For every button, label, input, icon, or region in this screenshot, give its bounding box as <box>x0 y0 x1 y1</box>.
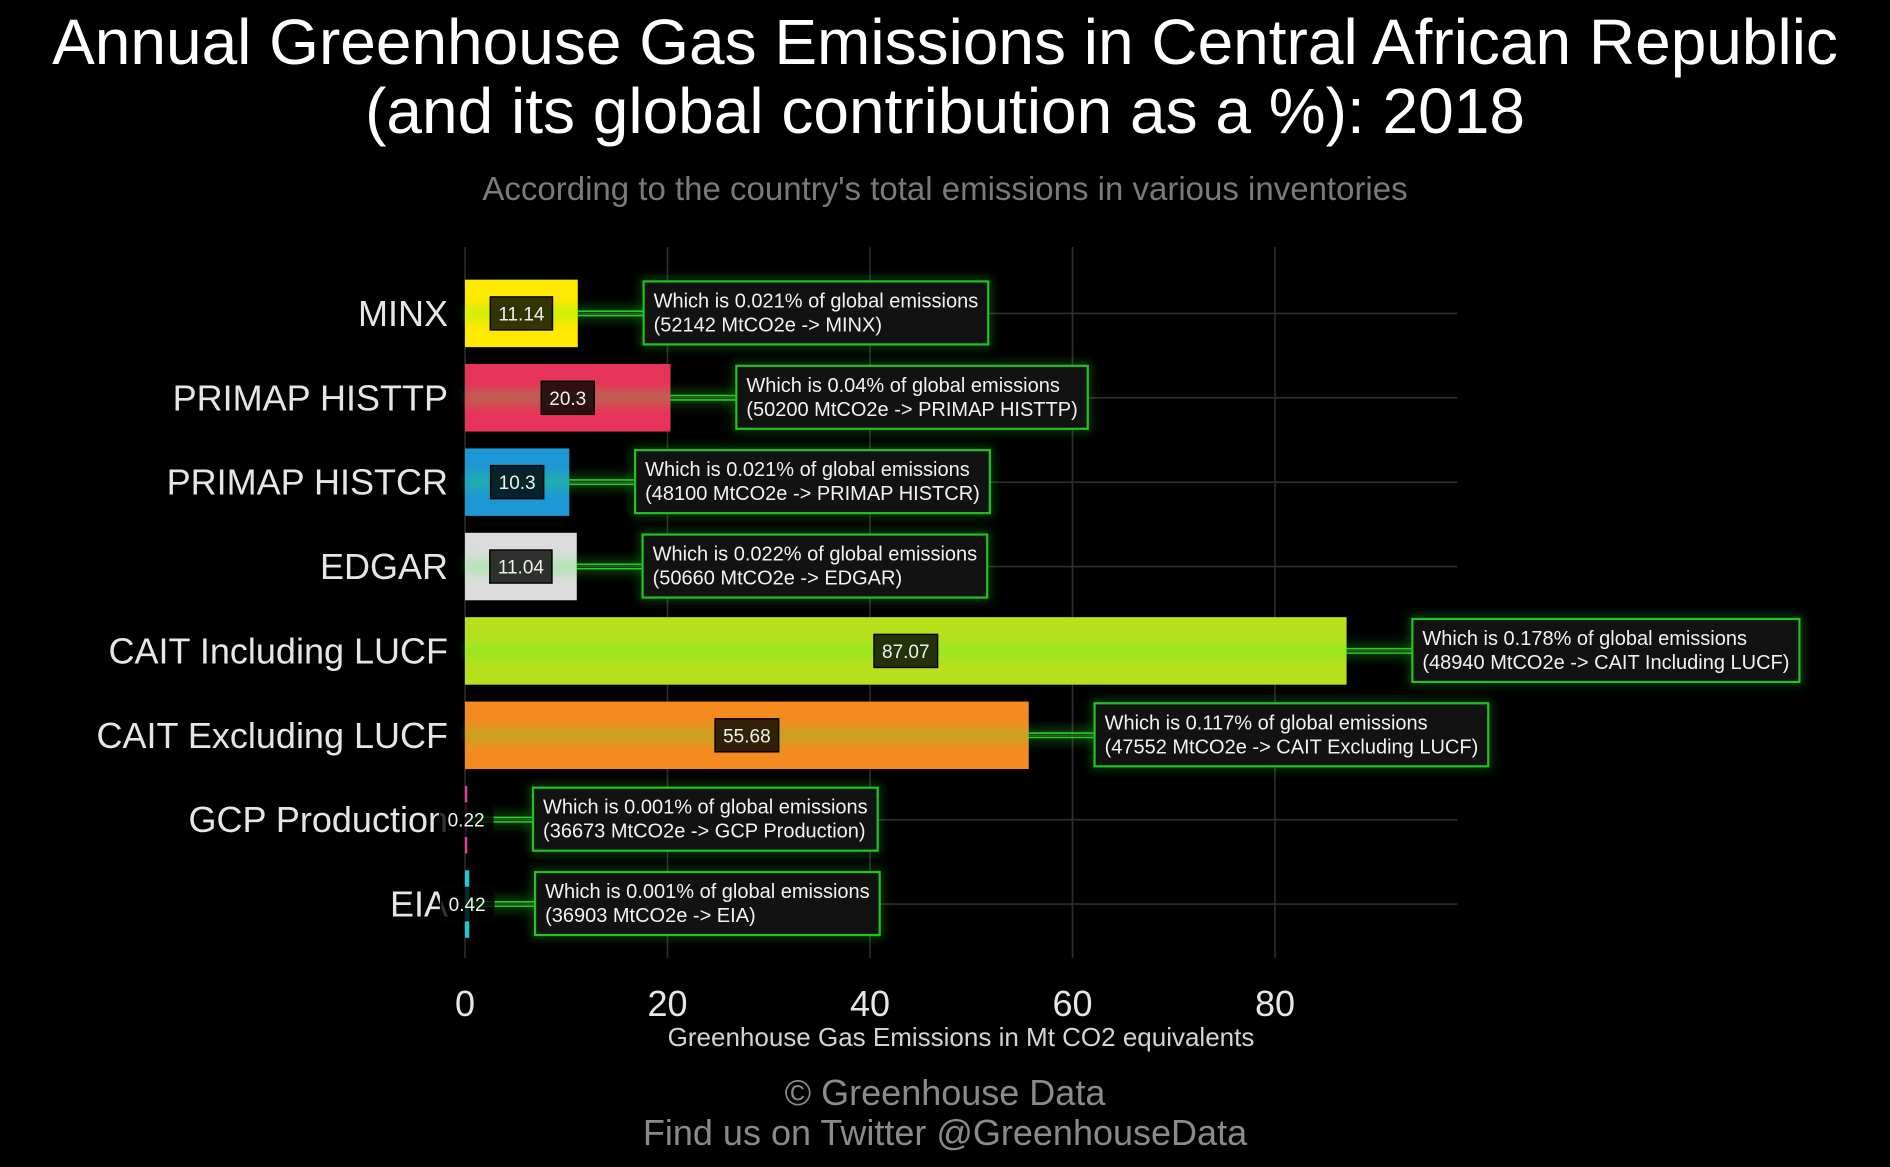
value-label-cait-excluding-lucf: 55.68 <box>714 718 780 753</box>
annotation-eia: Which is 0.001% of global emissions(3690… <box>531 868 884 939</box>
annotation-gcp-production: Which is 0.001% of global emissions(3667… <box>529 784 882 855</box>
value-label-box <box>873 633 939 669</box>
value-label-text: 20.3 <box>549 389 586 410</box>
annotation-total-text: (36903 MtCO2e -> EIA) <box>545 905 756 927</box>
category-label-cait-excluding-lucf: CAIT Excluding LUCF <box>97 715 448 756</box>
value-labels: 11.14 20.3 10.3 11.04 87.07 55.68 0.22 0.42 <box>438 296 939 922</box>
annotation-total-text: (36673 MtCO2e -> GCP Production) <box>543 821 866 843</box>
annotation-box <box>1411 617 1801 684</box>
category-label-primap-histtp: PRIMAP HISTTP <box>173 377 448 418</box>
annotation-edgar: Which is 0.022% of global emissions(5066… <box>639 531 991 602</box>
annotation-share-text: Which is 0.001% of global emissions <box>543 797 868 819</box>
annotation-box <box>641 533 989 599</box>
value-label-text: 0.22 <box>448 811 485 832</box>
category-labels: MINX PRIMAP HISTTP PRIMAP HISTCR EDGAR CAIT … <box>97 293 448 925</box>
annotation-box <box>1093 702 1490 768</box>
x-tick-label-40: 40 <box>850 983 890 1024</box>
value-label-text: 55.68 <box>723 726 771 747</box>
x-axis-title: Greenhouse Gas Emissions in Mt CO2 equiv… <box>668 1022 1255 1052</box>
value-label-primap-histcr: 10.3 <box>489 464 545 500</box>
value-label-box <box>438 802 494 837</box>
value-label-primap-histtp: 20.3 <box>540 380 596 416</box>
annotation-total-text: (52142 MtCO2e -> MINX) <box>654 314 882 336</box>
value-label-text: 87.07 <box>882 642 930 663</box>
value-label-eia: 0.42 <box>439 886 495 922</box>
x-tick-labels: 0 20 40 60 80 <box>455 983 1295 1024</box>
chart-subtitle: According to the country's total emissio… <box>482 170 1407 207</box>
annotation-share-text: Which is 0.021% of global emissions <box>645 459 970 481</box>
annotation-total-text: (50200 MtCO2e -> PRIMAP HISTTP) <box>746 399 1077 421</box>
chart-title-line-1: Annual Greenhouse Gas Emissions in Centr… <box>52 6 1838 78</box>
annotation-box <box>533 870 881 937</box>
footer-twitter: Find us on Twitter @GreenhouseData <box>643 1112 1248 1153</box>
value-label-box <box>489 464 545 500</box>
value-label-text: 11.04 <box>498 558 545 579</box>
x-tick-label-80: 80 <box>1255 983 1295 1024</box>
value-label-box <box>489 549 553 584</box>
annotation-share-text: Which is 0.001% of global emissions <box>545 881 870 903</box>
annotation-total-text: (47552 MtCO2e -> CAIT Excluding LUCF) <box>1105 736 1479 758</box>
annotation-share-text: Which is 0.178% of global emissions <box>1422 628 1747 650</box>
bar-glow-lines <box>465 305 1413 913</box>
x-tick-label-20: 20 <box>647 983 687 1024</box>
x-tick-label-0: 0 <box>455 983 475 1024</box>
category-label-minx: MINX <box>358 293 448 334</box>
annotation-connectors <box>467 310 1413 908</box>
annotation-cait-excluding-lucf: Which is 0.117% of global emissions(4755… <box>1091 699 1492 770</box>
value-label-box <box>540 380 596 416</box>
value-label-box <box>489 296 554 331</box>
annotation-share-text: Which is 0.021% of global emissions <box>654 290 979 312</box>
annotation-total-text: (48940 MtCO2e -> CAIT Including LUCF) <box>1422 652 1789 674</box>
annotation-share-text: Which is 0.04% of global emissions <box>746 375 1059 397</box>
footer-credit: © Greenhouse Data <box>785 1072 1107 1113</box>
value-label-gcp-production: 0.22 <box>438 802 494 837</box>
annotation-box <box>642 280 990 346</box>
annotation-box <box>735 364 1089 430</box>
category-label-primap-histcr: PRIMAP HISTCR <box>167 462 448 503</box>
category-label-edgar: EDGAR <box>320 546 448 587</box>
annotation-share-text: Which is 0.117% of global emissions <box>1105 712 1428 734</box>
value-label-minx: 11.14 <box>489 296 554 331</box>
value-label-text: 11.14 <box>498 304 545 325</box>
annotation-primap-histcr: Which is 0.021% of global emissions(4810… <box>631 446 994 517</box>
value-label-box <box>714 718 780 753</box>
annotation-cait-including-lucf: Which is 0.178% of global emissions(4894… <box>1408 615 1803 686</box>
value-label-cait-including-lucf: 87.07 <box>873 633 939 669</box>
annotation-primap-histtp: Which is 0.04% of global emissions(50200… <box>732 362 1092 433</box>
annotation-box <box>633 449 991 515</box>
value-label-edgar: 11.04 <box>489 549 553 584</box>
annotation-share-text: Which is 0.022% of global emissions <box>653 544 978 566</box>
value-label-text: 10.3 <box>499 473 536 494</box>
chart-title-line-2: (and its global contribution as a %): 20… <box>365 75 1525 147</box>
category-label-eia: EIA <box>390 884 448 925</box>
value-label-box <box>439 886 495 922</box>
annotation-total-text: (48100 MtCO2e -> PRIMAP HISTCR) <box>645 483 980 505</box>
annotation-box <box>531 786 879 852</box>
value-label-text: 0.42 <box>449 895 486 916</box>
x-tick-label-60: 60 <box>1052 983 1092 1024</box>
annotation-boxes: Which is 0.021% of global emissions(5214… <box>529 277 1803 939</box>
category-label-cait-including-lucf: CAIT Including LUCF <box>109 630 448 671</box>
annotation-total-text: (50660 MtCO2e -> EDGAR) <box>653 568 903 590</box>
category-label-gcp-production: GCP Production <box>189 799 448 840</box>
annotation-minx: Which is 0.021% of global emissions(5214… <box>640 277 992 348</box>
